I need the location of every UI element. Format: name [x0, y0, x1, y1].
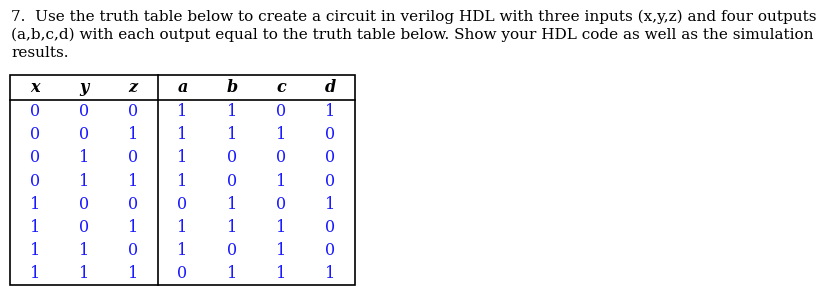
- Text: 0: 0: [276, 150, 286, 166]
- Text: 0: 0: [276, 196, 286, 213]
- Text: 0: 0: [227, 242, 237, 259]
- Text: 0: 0: [325, 150, 335, 166]
- Text: 1: 1: [325, 103, 335, 120]
- Text: 1: 1: [276, 265, 287, 282]
- Text: 1: 1: [325, 265, 335, 282]
- Text: 0: 0: [178, 265, 188, 282]
- Text: 1: 1: [128, 265, 138, 282]
- Text: 0: 0: [128, 242, 138, 259]
- Text: z: z: [129, 79, 137, 96]
- Text: 1: 1: [226, 196, 237, 213]
- Text: 1: 1: [276, 173, 287, 190]
- Text: 7.  Use the truth table below to create a circuit in verilog HDL with three inpu: 7. Use the truth table below to create a…: [11, 10, 816, 25]
- Text: 1: 1: [276, 242, 287, 259]
- Text: d: d: [325, 79, 336, 96]
- Text: 0: 0: [276, 103, 286, 120]
- Text: 0: 0: [227, 150, 237, 166]
- Text: 1: 1: [178, 242, 188, 259]
- Text: 1: 1: [128, 126, 138, 143]
- Text: 0: 0: [79, 196, 89, 213]
- Text: 1: 1: [128, 173, 138, 190]
- Text: 0: 0: [79, 219, 89, 236]
- Text: 1: 1: [29, 219, 39, 236]
- Text: 1: 1: [226, 265, 237, 282]
- Text: 0: 0: [29, 103, 39, 120]
- Text: 1: 1: [226, 126, 237, 143]
- Text: 1: 1: [276, 126, 287, 143]
- Text: 1: 1: [226, 103, 237, 120]
- Text: 1: 1: [226, 219, 237, 236]
- Text: 0: 0: [128, 103, 138, 120]
- Text: 0: 0: [29, 173, 39, 190]
- Text: results.: results.: [11, 46, 69, 60]
- Text: 1: 1: [178, 103, 188, 120]
- Text: 0: 0: [79, 103, 89, 120]
- Text: (a,b,c,d) with each output equal to the truth table below. Show your HDL code as: (a,b,c,d) with each output equal to the …: [11, 28, 814, 42]
- Text: 1: 1: [79, 265, 89, 282]
- Text: 0: 0: [325, 126, 335, 143]
- Text: 1: 1: [29, 242, 39, 259]
- Text: 1: 1: [178, 126, 188, 143]
- Text: 1: 1: [128, 219, 138, 236]
- Text: c: c: [277, 79, 286, 96]
- Text: 1: 1: [79, 242, 89, 259]
- Text: 1: 1: [29, 196, 39, 213]
- Text: 1: 1: [79, 173, 89, 190]
- Text: 1: 1: [178, 150, 188, 166]
- Text: 1: 1: [276, 219, 287, 236]
- Text: 1: 1: [29, 265, 39, 282]
- Text: 0: 0: [227, 173, 237, 190]
- Text: 0: 0: [325, 242, 335, 259]
- Bar: [10, 75, 355, 285]
- Text: x: x: [30, 79, 39, 96]
- Text: b: b: [226, 79, 237, 96]
- Text: a: a: [178, 79, 188, 96]
- Text: 0: 0: [79, 126, 89, 143]
- Text: y: y: [80, 79, 89, 96]
- Text: 0: 0: [128, 196, 138, 213]
- Text: 0: 0: [128, 150, 138, 166]
- Text: 0: 0: [325, 219, 335, 236]
- Text: 0: 0: [325, 173, 335, 190]
- Text: 1: 1: [325, 196, 335, 213]
- Text: 0: 0: [178, 196, 188, 213]
- Text: 1: 1: [79, 150, 89, 166]
- Text: 0: 0: [29, 150, 39, 166]
- Text: 1: 1: [178, 173, 188, 190]
- Text: 1: 1: [178, 219, 188, 236]
- Text: 0: 0: [29, 126, 39, 143]
